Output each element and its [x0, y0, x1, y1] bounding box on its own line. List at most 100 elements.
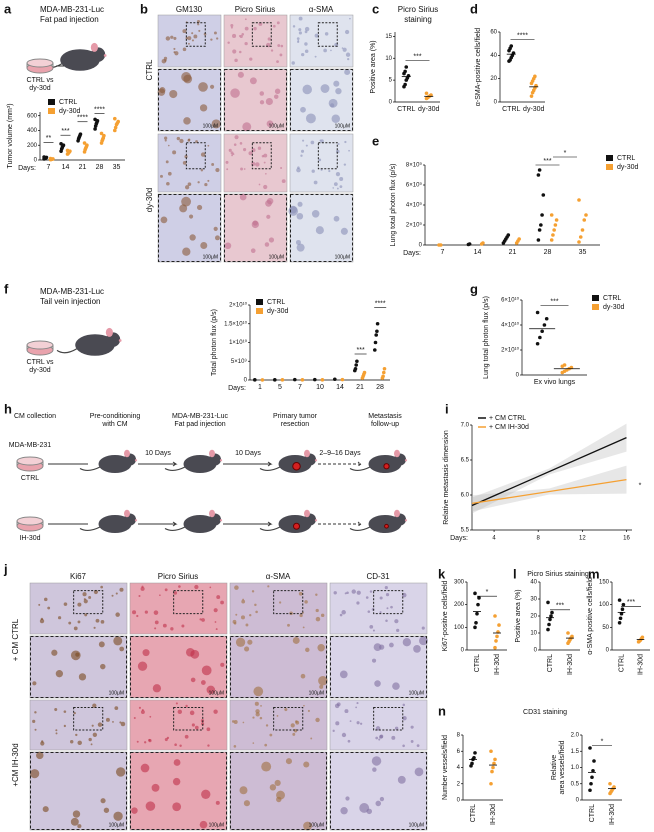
micrograph-texture [299, 613, 303, 618]
micrograph-texture [138, 706, 142, 709]
micrograph-texture [302, 139, 305, 142]
mouse-ear [209, 449, 215, 458]
arrow [223, 461, 273, 467]
zoom-frame [330, 636, 427, 698]
data-point [424, 91, 429, 96]
mouse-nose [404, 519, 408, 522]
x-tick-label: 35 [579, 249, 587, 256]
micrograph-texture [235, 613, 238, 616]
x-axis-label: Days: [403, 250, 421, 257]
micrograph-texture [187, 42, 190, 45]
micrograph-texture [251, 161, 256, 166]
micrograph-texture [75, 733, 78, 737]
data-point [588, 746, 592, 750]
micrograph-texture [160, 216, 168, 224]
micrograph-texture [234, 585, 239, 590]
micrograph-texture [243, 168, 246, 170]
data-point [621, 602, 626, 607]
y-tick-label: 2×10¹⁰ [501, 347, 520, 354]
micrograph-texture [280, 44, 284, 48]
data-point [354, 363, 359, 367]
micrograph-texture [77, 824, 82, 829]
micrograph-texture [173, 591, 178, 595]
micrograph-texture [323, 48, 327, 53]
micrograph-texture [402, 638, 412, 647]
data-point [470, 761, 474, 766]
mouse-ear [394, 449, 400, 458]
panel-label: m [588, 566, 600, 581]
micrograph-texture [345, 52, 351, 57]
micrograph-texture [333, 591, 337, 595]
zoom-frame [224, 194, 287, 262]
micrograph-texture [230, 23, 234, 28]
panel-title: Picro Sirius staining [527, 571, 589, 578]
micrograph-texture [215, 800, 220, 805]
data-point [529, 94, 534, 98]
data-point [42, 155, 46, 159]
y-axis-label: area vessels/field [559, 740, 566, 794]
zoom-box [373, 707, 404, 731]
y-tick-label: 6×10¹⁰ [501, 297, 520, 304]
x-tick-label: IH-30d [490, 804, 497, 825]
micrograph-texture [201, 722, 205, 726]
micrograph-texture [30, 769, 40, 779]
micrograph-texture [273, 24, 276, 28]
micrograph-texture [78, 673, 87, 681]
data-point [373, 348, 377, 352]
mouse-body [60, 49, 100, 71]
micrograph-texture [77, 620, 81, 624]
micrograph-texture [113, 811, 123, 821]
micrograph-texture [191, 723, 195, 727]
micrograph-texture [416, 744, 420, 748]
micrograph-texture [402, 716, 407, 721]
micrograph-texture [315, 717, 320, 723]
micrograph [157, 14, 222, 68]
significance: *** [627, 599, 635, 606]
micrograph-texture [347, 57, 350, 61]
micrograph-texture [232, 49, 237, 54]
micrograph [129, 699, 228, 751]
y-tick-label: 6.5 [461, 458, 470, 464]
micrograph-texture [187, 138, 191, 142]
micrograph-texture [296, 212, 304, 220]
x-tick-label: 35 [113, 164, 121, 171]
micrograph-texture [298, 31, 302, 35]
micrograph-texture [396, 628, 400, 633]
micrograph-texture [304, 49, 309, 53]
micrograph [289, 68, 354, 132]
data-point [85, 143, 89, 148]
y-tick-label: 4×10⁹ [406, 202, 423, 209]
micrograph-texture [226, 168, 229, 171]
micrograph-texture [302, 626, 305, 629]
micrograph-texture [225, 160, 229, 164]
micrograph-texture [264, 242, 270, 247]
micrograph-texture [164, 737, 168, 742]
micrograph-texture [397, 775, 406, 784]
y-tick-label: 6×10⁹ [406, 182, 423, 189]
data-point [536, 238, 541, 242]
data-point [48, 156, 53, 161]
micrograph-texture [164, 588, 168, 592]
micrograph-texture [311, 169, 315, 173]
x-tick-label: 12 [579, 536, 586, 542]
micrograph-texture [410, 740, 414, 743]
data-point [550, 610, 554, 615]
significance: *** [550, 298, 558, 305]
micrograph-texture [240, 167, 244, 171]
data-point [375, 321, 380, 326]
micrograph-texture [215, 167, 220, 173]
micrograph-texture [133, 716, 136, 719]
significance: *** [61, 128, 69, 135]
micrograph-texture [132, 610, 137, 615]
y-tick-label: 0 [576, 798, 580, 804]
panel-title: Picro Sirius [398, 5, 438, 14]
micrograph-texture [92, 732, 98, 737]
data-point [566, 631, 570, 635]
micrograph-texture [333, 80, 340, 87]
micrograph-texture [100, 798, 106, 804]
micrograph-texture [38, 603, 41, 606]
micrograph-texture [235, 637, 246, 647]
micrograph-texture [266, 214, 271, 219]
micrograph-texture [281, 179, 286, 184]
micrograph-texture [36, 751, 44, 760]
